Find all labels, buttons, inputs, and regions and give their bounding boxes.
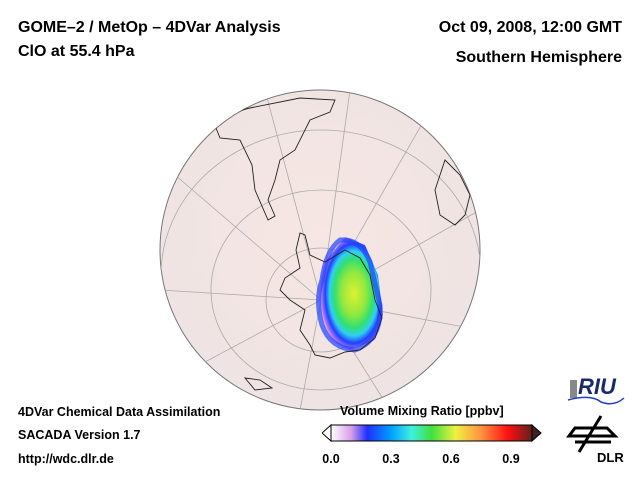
colorbar-tick: 0.0: [322, 452, 340, 466]
colorbar-max-arrow: [531, 423, 542, 443]
footer-line2: SACADA Version 1.7: [18, 428, 141, 442]
region-label: Southern Hemisphere: [455, 49, 622, 66]
colorbar-title: Volume Mixing Ratio [ppbv]: [340, 404, 504, 418]
footer-link[interactable]: http://wdc.dlr.de: [18, 452, 114, 466]
dlr-logo: DLR: [565, 414, 625, 466]
title-line2: ClO at 55.4 hPa: [18, 43, 135, 60]
globe-disc: [159, 89, 481, 411]
colorbar-tick: 0.6: [442, 452, 460, 466]
riu-logo: RIU: [566, 372, 626, 406]
colorbar-gradient: [330, 424, 533, 442]
colorbar-tick: 0.9: [502, 452, 520, 466]
footer-line1: 4DVar Chemical Data Assimilation: [18, 405, 221, 419]
colorbar-min-arrow: [322, 423, 332, 443]
ozone-hole-clo-plume: [316, 237, 383, 353]
colorbar-tick: 0.3: [382, 452, 400, 466]
colorbar: [322, 423, 542, 443]
date-label: Oct 09, 2008, 12:00 GMT: [438, 19, 622, 36]
title-line1: GOME–2 / MetOp – 4DVar Analysis: [18, 19, 281, 36]
